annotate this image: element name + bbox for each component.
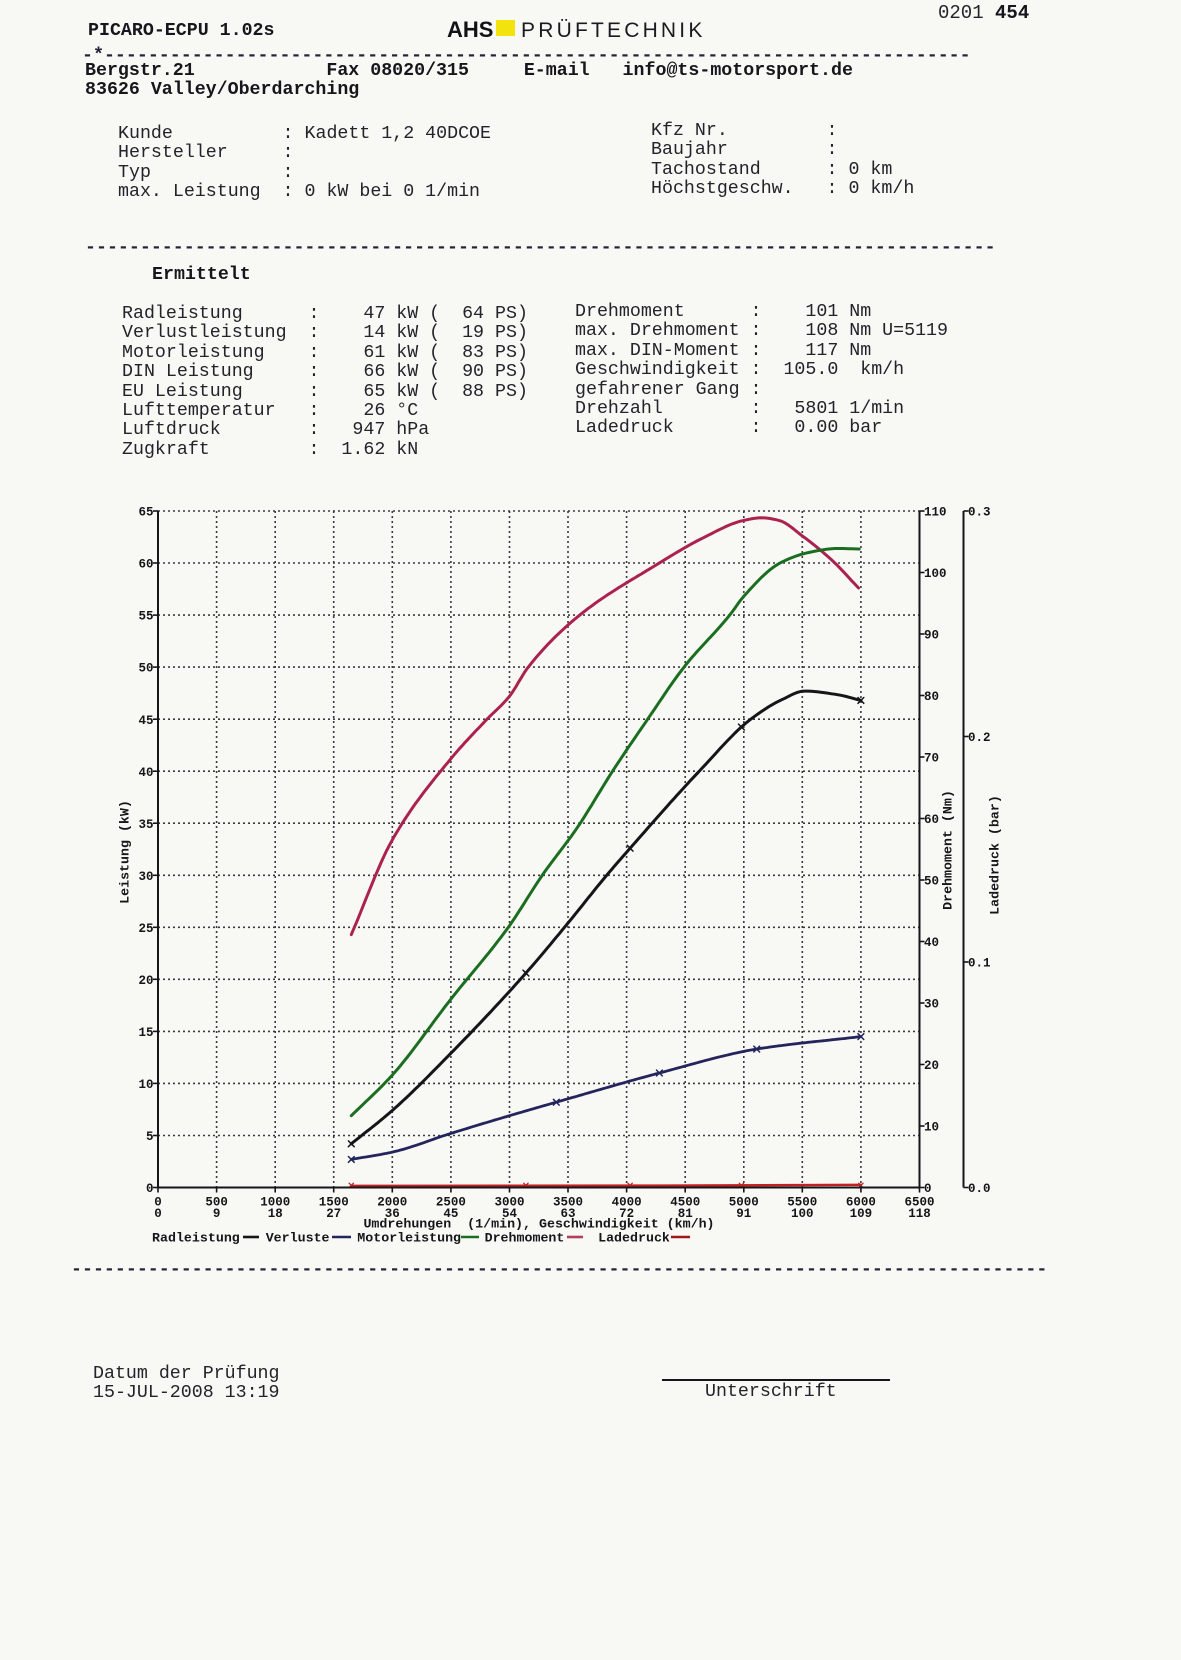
svg-text:40: 40 — [924, 936, 939, 950]
svg-text:Drehmoment: Drehmoment — [485, 1231, 565, 1246]
svg-text:Ladedruck: Ladedruck — [598, 1231, 670, 1246]
svg-text:80: 80 — [924, 690, 939, 704]
svg-text:0: 0 — [154, 1196, 162, 1210]
svg-text:40: 40 — [138, 766, 153, 780]
svg-text:81: 81 — [678, 1207, 693, 1221]
svg-text:Umdrehungen (1/min), Geschwin: Umdrehungen (1/min), Geschwindigkeit (km… — [363, 1217, 714, 1232]
svg-text:110: 110 — [924, 505, 947, 519]
svg-text:70: 70 — [924, 751, 939, 765]
svg-text:55: 55 — [138, 610, 153, 624]
svg-text:0.1: 0.1 — [968, 956, 991, 970]
svg-text:5000: 5000 — [729, 1196, 759, 1210]
svg-text:0: 0 — [924, 1182, 932, 1196]
svg-text:60: 60 — [138, 558, 153, 572]
svg-text:500: 500 — [205, 1196, 228, 1210]
svg-text:0.2: 0.2 — [968, 731, 991, 745]
svg-text:1000: 1000 — [260, 1196, 290, 1210]
svg-text:Ladedruck (bar): Ladedruck (bar) — [988, 795, 1003, 915]
svg-text:45: 45 — [138, 714, 153, 728]
svg-text:3500: 3500 — [553, 1196, 583, 1210]
svg-text:10: 10 — [138, 1078, 153, 1092]
svg-text:25: 25 — [138, 922, 153, 936]
svg-text:0: 0 — [146, 1182, 154, 1196]
svg-text:60: 60 — [924, 813, 939, 827]
svg-text:54: 54 — [502, 1207, 518, 1221]
svg-text:20: 20 — [138, 974, 153, 988]
svg-text:0.3: 0.3 — [968, 505, 991, 519]
svg-text:6500: 6500 — [904, 1196, 934, 1210]
svg-text:50: 50 — [138, 662, 153, 676]
svg-text:10: 10 — [924, 1120, 939, 1134]
svg-text:Motorleistung: Motorleistung — [357, 1231, 461, 1246]
svg-text:1500: 1500 — [319, 1196, 349, 1210]
svg-text:0: 0 — [154, 1207, 162, 1221]
svg-text:Verluste: Verluste — [266, 1231, 330, 1246]
svg-text:30: 30 — [138, 870, 153, 884]
svg-text:15: 15 — [138, 1026, 153, 1040]
svg-text:2500: 2500 — [436, 1196, 466, 1210]
svg-text:65: 65 — [138, 506, 153, 520]
svg-text:5: 5 — [146, 1130, 154, 1144]
svg-text:0.0: 0.0 — [968, 1182, 991, 1196]
svg-text:5500: 5500 — [787, 1196, 817, 1210]
svg-text:118: 118 — [908, 1207, 931, 1221]
svg-text:35: 35 — [138, 818, 153, 832]
svg-text:30: 30 — [924, 997, 939, 1011]
svg-text:50: 50 — [924, 874, 939, 888]
svg-text:4500: 4500 — [670, 1196, 700, 1210]
svg-text:9: 9 — [213, 1207, 221, 1221]
svg-text:90: 90 — [924, 628, 939, 642]
svg-text:100: 100 — [791, 1207, 814, 1221]
svg-text:18: 18 — [268, 1207, 283, 1221]
svg-text:Radleistung: Radleistung — [152, 1231, 240, 1246]
svg-text:45: 45 — [443, 1207, 458, 1221]
svg-text:3000: 3000 — [494, 1196, 524, 1210]
svg-text:100: 100 — [924, 567, 947, 581]
svg-text:36: 36 — [385, 1207, 400, 1221]
svg-text:72: 72 — [619, 1207, 634, 1221]
svg-text:Leistung (kW): Leistung (kW) — [118, 800, 133, 904]
svg-text:109: 109 — [850, 1207, 873, 1221]
svg-text:91: 91 — [736, 1207, 751, 1221]
svg-text:Drehmoment (Nm): Drehmoment (Nm) — [941, 790, 956, 910]
svg-text:6000: 6000 — [846, 1196, 876, 1210]
svg-text:2000: 2000 — [377, 1196, 407, 1210]
svg-text:20: 20 — [924, 1059, 939, 1073]
svg-text:27: 27 — [326, 1207, 341, 1221]
svg-text:63: 63 — [560, 1207, 575, 1221]
svg-text:4000: 4000 — [612, 1196, 642, 1210]
